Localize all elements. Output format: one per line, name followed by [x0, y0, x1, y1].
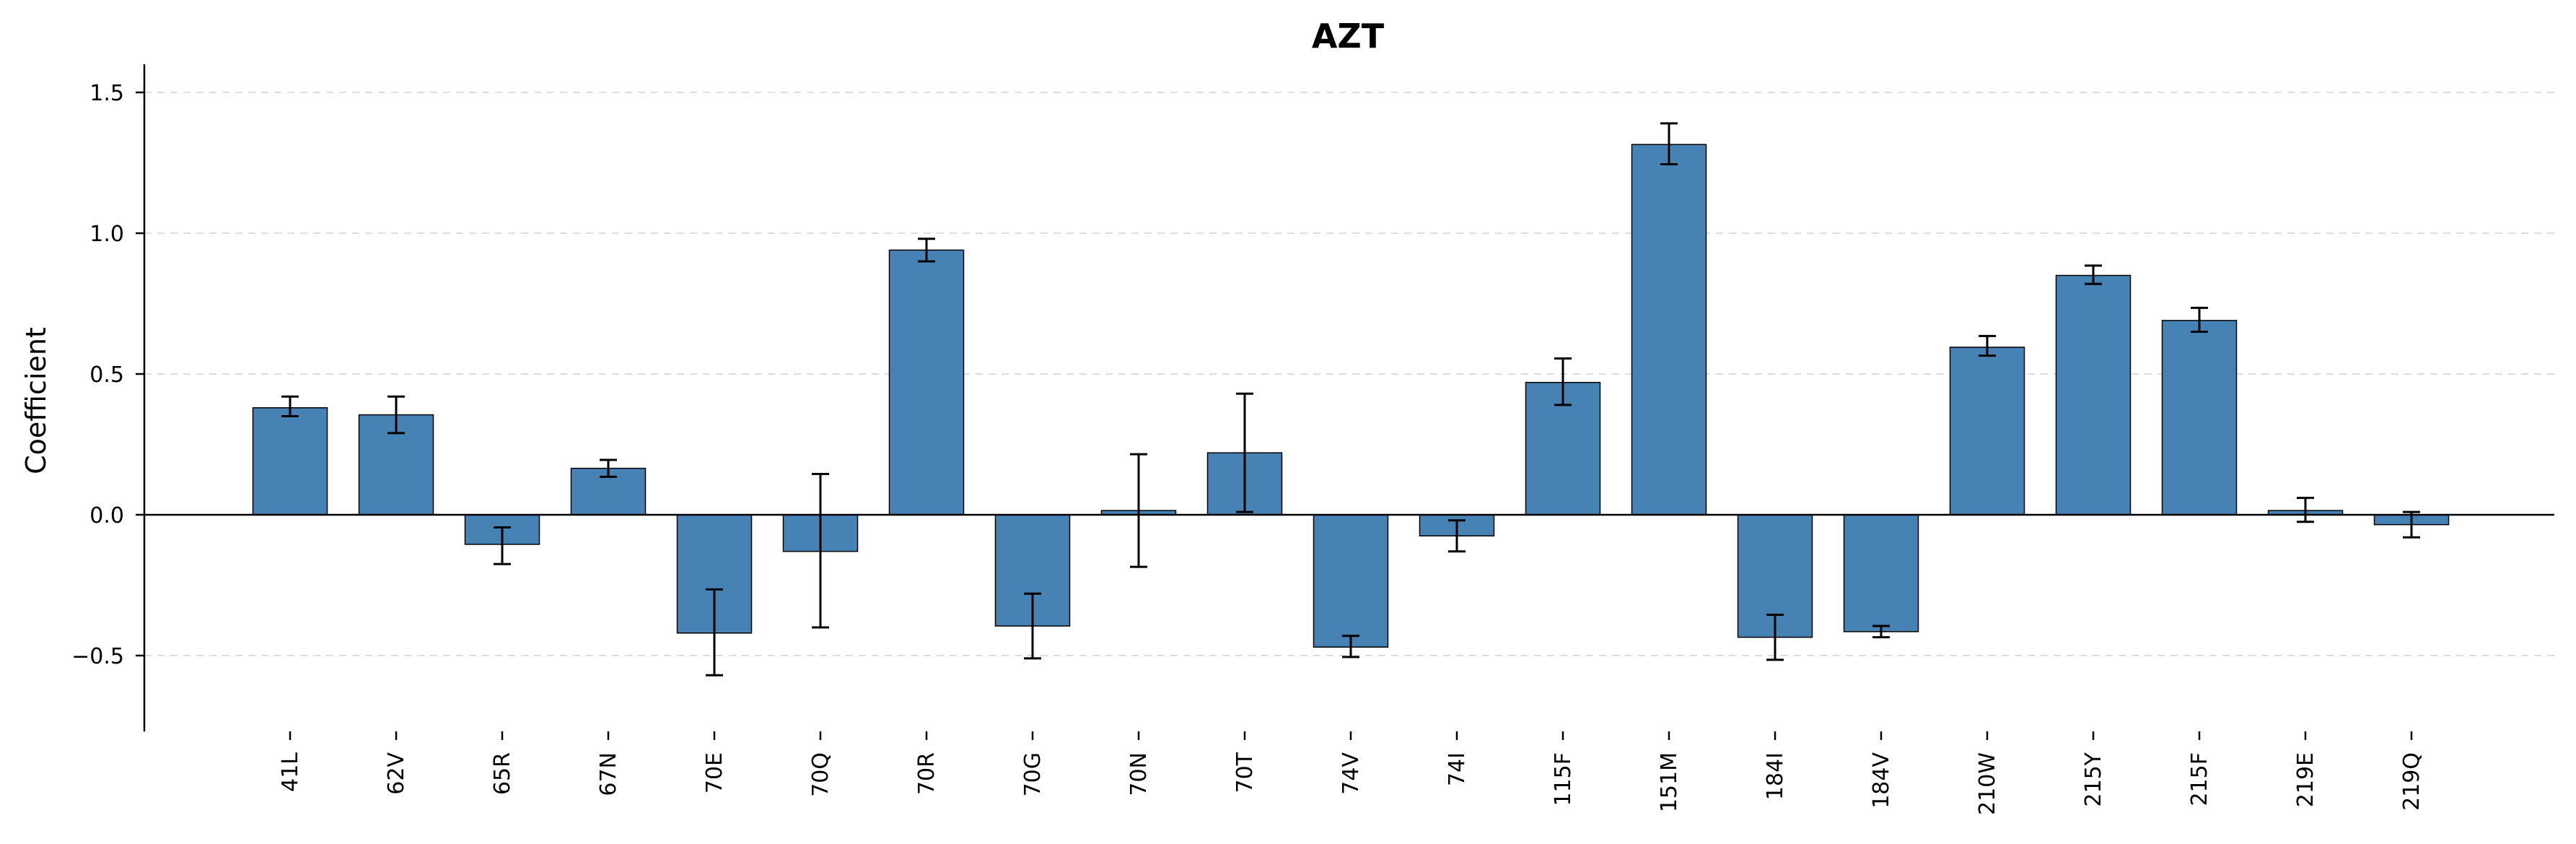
- x-tick-label: 215Y: [2081, 752, 2106, 806]
- axes: [143, 64, 2554, 732]
- x-tick-label: 215F: [2187, 752, 2212, 806]
- bar: [1949, 347, 2025, 515]
- error-bars: [281, 122, 2420, 676]
- chart-title: AZT: [1312, 17, 1385, 56]
- x-tick-label: 41L: [278, 752, 303, 792]
- x-tick-label: 67N: [596, 752, 621, 796]
- x-tick-label: 70G: [1020, 752, 1046, 796]
- x-tick-label: 184V: [1869, 752, 1894, 809]
- y-axis-label: Coefficient: [20, 327, 52, 474]
- bars: [252, 144, 2450, 648]
- x-tick-label: 70R: [914, 752, 939, 795]
- x-tick-label: 219E: [2293, 752, 2318, 807]
- x-tick-label: 115F: [1551, 752, 1576, 806]
- bar: [1631, 144, 1707, 515]
- y-tick-label: 0.0: [89, 503, 124, 528]
- x-tick-label: 70N: [1126, 752, 1152, 796]
- y-tick-label: 1.5: [89, 81, 124, 106]
- y-ticks: −0.5 0.0 0.5 1.0 1.5: [71, 81, 144, 669]
- x-tick-label: 65R: [490, 752, 515, 795]
- x-tick-label: 184I: [1763, 752, 1788, 800]
- x-tick-label: 70T: [1232, 752, 1258, 793]
- x-tick-label: 70E: [702, 752, 727, 793]
- x-tick-label: 74V: [1339, 752, 1364, 795]
- x-tick-label: 151M: [1657, 752, 1682, 812]
- bar: [252, 407, 328, 515]
- x-tick-label: 210W: [1975, 752, 2000, 815]
- x-ticks: 41L 62V 65R 67N 70E 70Q 70R 70G 70N 70T 74V 74I 115F…: [278, 731, 2424, 815]
- bar: [1313, 514, 1389, 648]
- x-tick-label: 219Q: [2399, 752, 2424, 811]
- y-tick-label: 1.0: [89, 222, 124, 247]
- x-tick-label: 62V: [384, 752, 409, 795]
- x-tick-label: 70Q: [808, 752, 833, 797]
- bar: [888, 249, 965, 515]
- y-tick-label: 0.5: [89, 362, 124, 388]
- bar: [2161, 320, 2238, 515]
- x-tick-label: 74I: [1445, 752, 1470, 786]
- bar: [2055, 274, 2132, 515]
- y-tick-label: −0.5: [71, 644, 124, 669]
- bar: [1843, 514, 1919, 632]
